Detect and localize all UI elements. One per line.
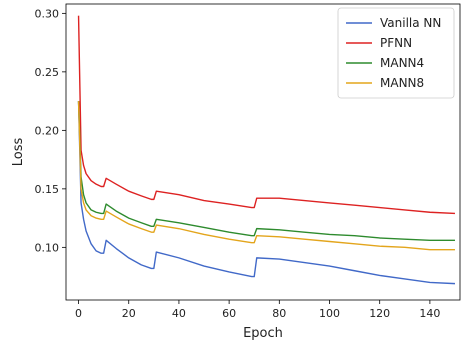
y-tick-label: 0.10 xyxy=(35,241,60,254)
plot-lines xyxy=(77,15,456,285)
legend-label: MANN4 xyxy=(380,56,424,70)
y-tick-label: 0.20 xyxy=(35,124,60,137)
x-tick-label: 60 xyxy=(222,307,236,320)
x-axis-ticks: 0 20 40 60 80 100 120 140 xyxy=(75,300,440,320)
x-tick-label: 120 xyxy=(369,307,390,320)
series-line-0 xyxy=(77,101,456,285)
legend-label: MANN8 xyxy=(380,76,424,90)
x-tick-label: 80 xyxy=(272,307,286,320)
y-axis-label: Loss xyxy=(11,138,26,167)
series-line-2 xyxy=(77,101,455,242)
legend-label: PFNN xyxy=(380,36,412,50)
x-axis-label: Epoch xyxy=(243,326,283,341)
x-tick-label: 0 xyxy=(75,307,82,320)
y-axis-ticks: 0.10 0.15 0.20 0.25 0.30 xyxy=(35,7,66,254)
x-tick-label: 20 xyxy=(122,307,136,320)
plot-frame xyxy=(65,3,461,301)
x-tick-label: 100 xyxy=(319,307,340,320)
legend-label: Vanilla NN xyxy=(380,16,441,30)
x-tick-label: 40 xyxy=(172,307,186,320)
series-line-3 xyxy=(77,101,455,251)
legend: Vanilla NN PFNN MANN4 MANN8 xyxy=(337,7,455,99)
y-tick-label: 0.15 xyxy=(35,183,60,196)
y-tick-label: 0.25 xyxy=(35,66,60,79)
y-tick-label: 0.30 xyxy=(35,7,60,20)
legend-box xyxy=(337,7,455,99)
series-line-1 xyxy=(77,15,456,215)
x-tick-label: 140 xyxy=(419,307,440,320)
